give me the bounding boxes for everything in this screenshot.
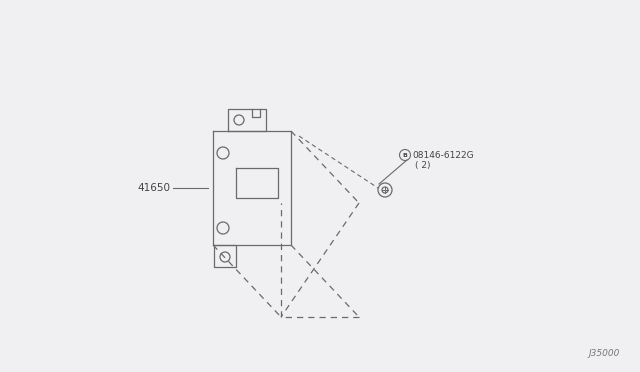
Text: B: B: [403, 153, 408, 157]
Text: J35000: J35000: [589, 349, 620, 358]
Text: ( 2): ( 2): [415, 160, 431, 170]
Text: 08146-6122G: 08146-6122G: [412, 151, 474, 160]
Text: 41650: 41650: [137, 183, 170, 193]
